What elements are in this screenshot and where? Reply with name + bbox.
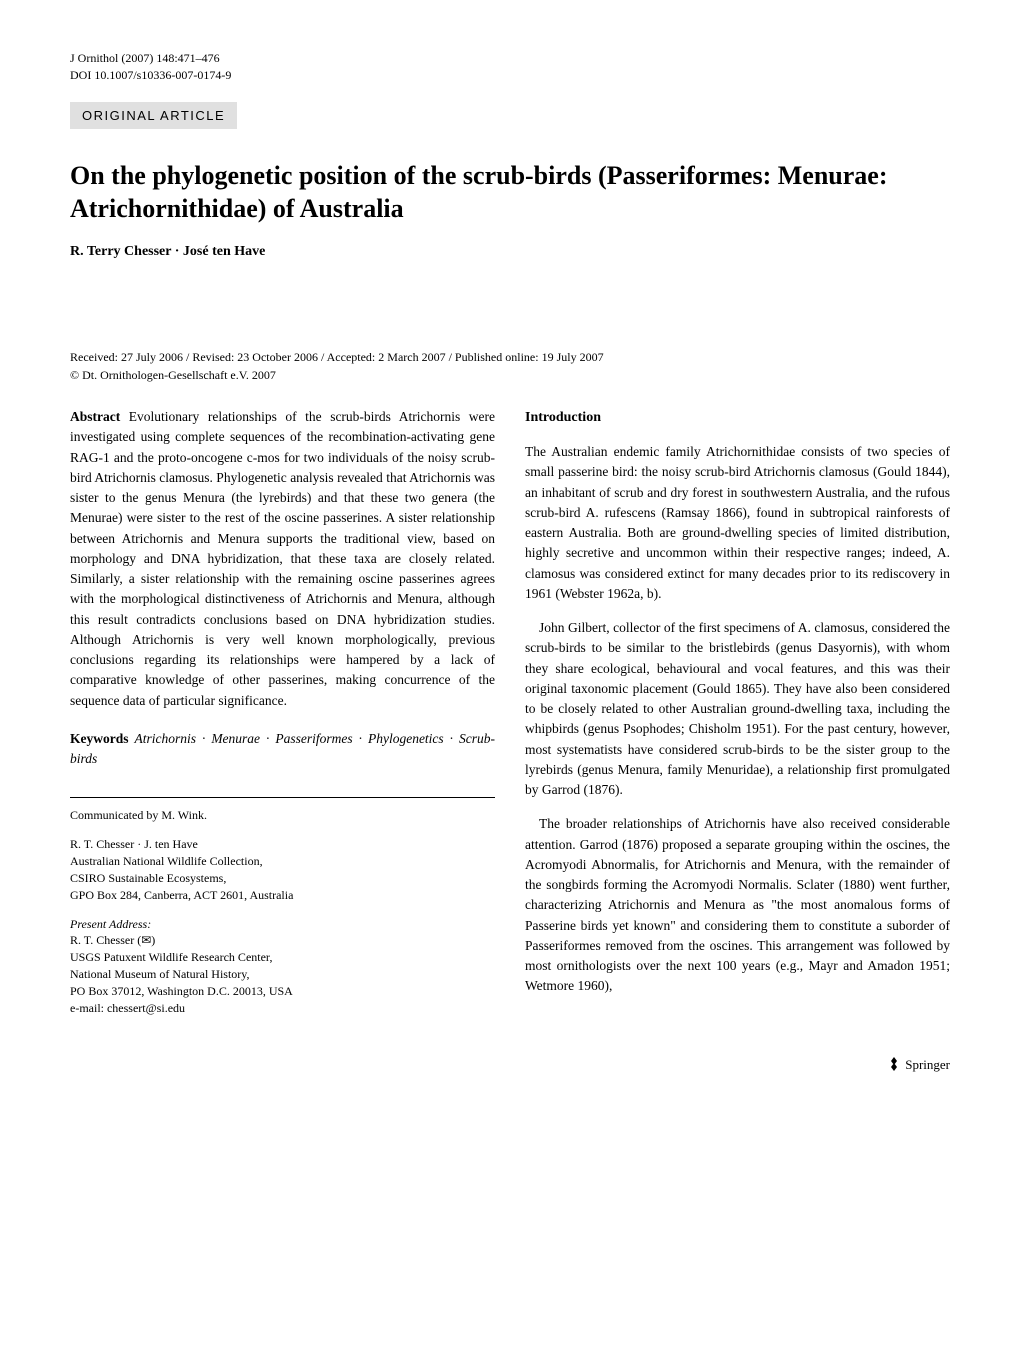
affiliation-line: Australian National Wildlife Collection,: [70, 853, 495, 870]
affiliation-email: e-mail: chessert@si.edu: [70, 1000, 495, 1017]
intro-paragraph: The broader relationships of Atrichornis…: [525, 814, 950, 996]
communicated-by: Communicated by M. Wink.: [70, 806, 495, 824]
right-column: Introduction The Australian endemic fami…: [525, 407, 950, 1028]
intro-paragraph: The Australian endemic family Atrichorni…: [525, 442, 950, 604]
journal-doi: DOI 10.1007/s10336-007-0174-9: [70, 67, 950, 84]
article-dates: Received: 27 July 2006 / Revised: 23 Oct…: [70, 350, 950, 365]
publisher-name: Springer: [905, 1057, 950, 1072]
intro-paragraph: John Gilbert, collector of the first spe…: [525, 618, 950, 800]
affiliation-line: USGS Patuxent Wildlife Research Center,: [70, 949, 495, 966]
abstract-paragraph: Abstract Evolutionary relationships of t…: [70, 407, 495, 711]
copyright: © Dt. Ornithologen-Gesellschaft e.V. 200…: [70, 368, 950, 383]
article-title: On the phylogenetic position of the scru…: [70, 159, 950, 227]
article-type-badge: ORIGINAL ARTICLE: [70, 102, 237, 129]
keywords-paragraph: Keywords Atrichornis · Menurae · Passeri…: [70, 729, 495, 770]
affiliation-authors: R. T. Chesser · J. ten Have: [70, 836, 495, 853]
affiliation-line: GPO Box 284, Canberra, ACT 2601, Austral…: [70, 887, 495, 904]
publisher-footer: Springer: [70, 1056, 950, 1076]
introduction-heading: Introduction: [525, 407, 950, 428]
abstract-text: Evolutionary relationships of the scrub-…: [70, 409, 495, 708]
journal-citation: J Ornithol (2007) 148:471–476: [70, 50, 950, 67]
present-address-heading: Present Address:: [70, 916, 495, 933]
affiliation-present: Present Address: R. T. Chesser (✉) USGS …: [70, 916, 495, 1017]
footer-divider: [70, 797, 495, 798]
affiliation-line: CSIRO Sustainable Ecosystems,: [70, 870, 495, 887]
content-columns: Abstract Evolutionary relationships of t…: [70, 407, 950, 1028]
affiliation-line: PO Box 37012, Washington D.C. 20013, USA: [70, 983, 495, 1000]
keywords-text: Atrichornis · Menurae · Passeriformes · …: [70, 731, 495, 766]
abstract-label: Abstract: [70, 409, 120, 424]
left-column: Abstract Evolutionary relationships of t…: [70, 407, 495, 1028]
journal-header: J Ornithol (2007) 148:471–476 DOI 10.100…: [70, 50, 950, 84]
affiliation-line: National Museum of Natural History,: [70, 966, 495, 983]
affiliation-primary: R. T. Chesser · J. ten Have Australian N…: [70, 836, 495, 903]
affiliation-line: R. T. Chesser (✉): [70, 932, 495, 949]
authors: R. Terry Chesser · José ten Have: [70, 244, 950, 260]
springer-icon: [886, 1056, 902, 1076]
keywords-label: Keywords: [70, 731, 129, 746]
